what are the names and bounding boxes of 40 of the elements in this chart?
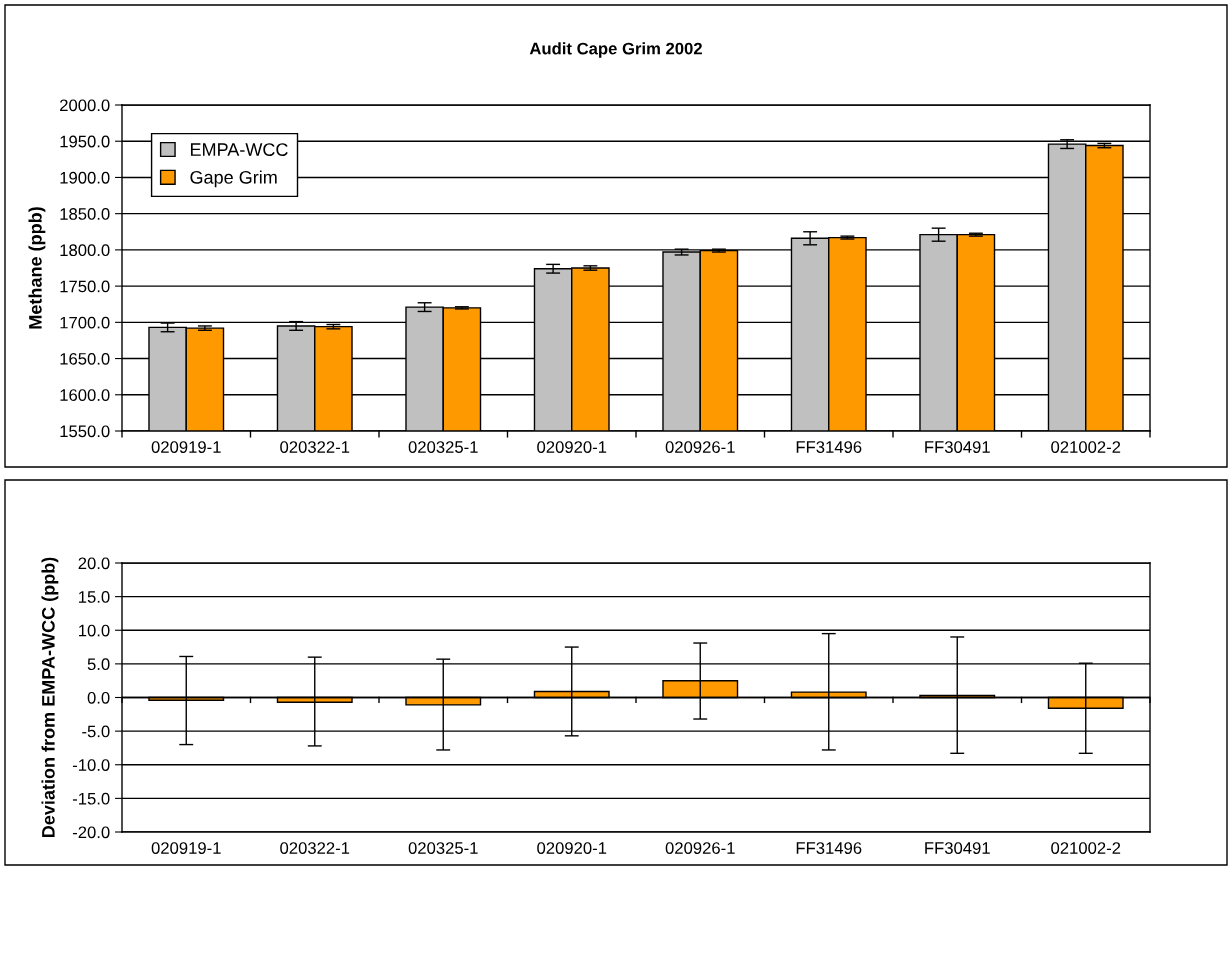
x-tick-label: 021002-2 [1051, 842, 1121, 854]
x-tick-label: 020322-1 [280, 441, 350, 453]
y-tick-label: 1950.0 [60, 135, 110, 148]
y-tick-label: 5.0 [87, 658, 110, 671]
y-axis-title: Deviation from EMPA-WCC (ppb) [41, 557, 59, 838]
x-tick-label: 020920-1 [537, 842, 607, 854]
y-tick-label: -15.0 [72, 792, 110, 805]
legend-label: EMPA-WCC [190, 143, 288, 156]
x-tick-label: FF30491 [925, 842, 990, 854]
y-tick-label: 1550.0 [60, 425, 110, 438]
y-tick-label: 1650.0 [60, 352, 110, 365]
y-tick-label: 2000.0 [60, 99, 110, 112]
x-tick-label: FF30491 [925, 441, 990, 453]
y-tick-label: 1800.0 [60, 244, 110, 257]
y-tick-label: 1750.0 [60, 280, 110, 293]
y-tick-label: -5.0 [82, 725, 110, 738]
y-tick-label: 10.0 [79, 624, 110, 637]
x-tick-label: 020325-1 [408, 441, 478, 453]
y-tick-label: 20.0 [78, 557, 110, 570]
y-tick-label: 15.0 [79, 591, 110, 603]
x-tick-label: 020926-1 [665, 842, 735, 854]
x-tick-label: FF31496 [796, 441, 862, 453]
y-tick-label: -20.0 [72, 826, 110, 839]
y-tick-label: 1700.0 [60, 316, 110, 329]
x-tick-label: 020919-1 [151, 441, 221, 453]
chart-title: Audit Cape Grim 2002 [529, 42, 702, 58]
y-tick-label: 1850.0 [60, 208, 110, 220]
x-tick-label: 020919-1 [151, 842, 221, 854]
x-tick-label: 020920-1 [537, 441, 607, 453]
x-tick-label: FF31496 [796, 842, 862, 854]
x-tick-label: 020926-1 [665, 441, 735, 453]
legend-label: Gape Grim [190, 170, 277, 188]
y-axis-title: Methane (ppb) [28, 207, 46, 329]
x-tick-label: 020322-1 [280, 842, 350, 854]
x-tick-label: 021002-2 [1051, 441, 1121, 453]
y-tick-label: 0.0 [87, 691, 110, 704]
x-tick-label: 020325-1 [408, 842, 478, 854]
y-tick-label: -10.0 [72, 759, 110, 771]
y-tick-label: 1900.0 [60, 171, 110, 184]
y-tick-label: 1600.0 [60, 389, 110, 401]
